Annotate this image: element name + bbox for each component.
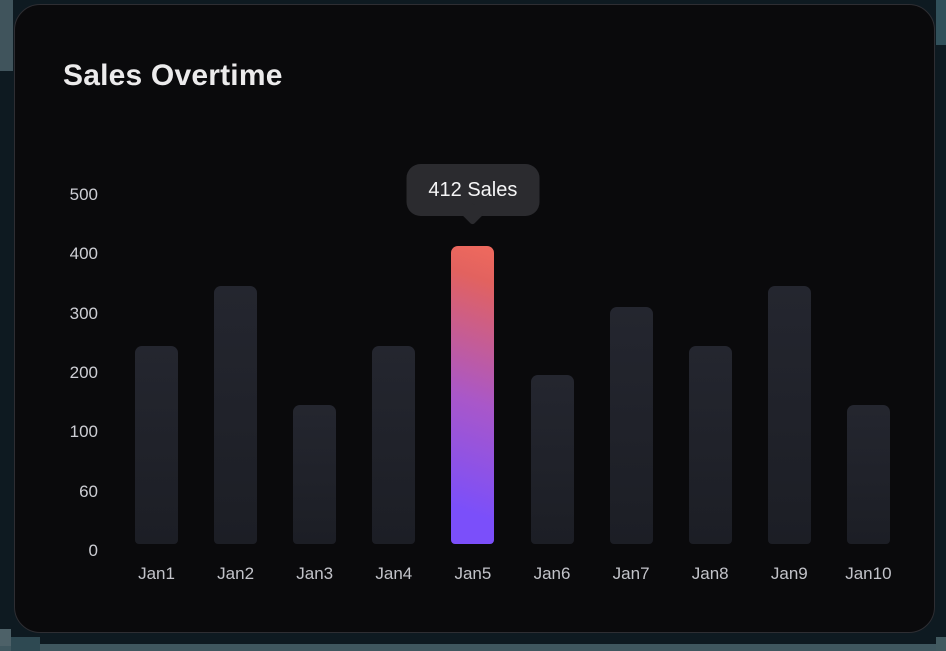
y-axis-tick-label: 0	[88, 540, 98, 560]
y-axis-tick-label: 60	[79, 481, 98, 501]
bg-accent-bottom-left-outer	[0, 629, 11, 646]
x-axis-label-jan7: Jan7	[612, 564, 650, 583]
bg-accent-top-right	[936, 0, 946, 45]
x-axis-label-jan5: Jan5	[454, 564, 492, 583]
tooltip-arrow-icon	[461, 202, 485, 226]
bar-jan6[interactable]	[530, 375, 574, 544]
tooltip: 412 Sales	[406, 164, 540, 226]
x-axis-label-jan10: Jan10	[845, 564, 892, 583]
x-axis-label-jan2: Jan2	[217, 564, 255, 583]
x-axis-label-jan1: Jan1	[138, 564, 175, 583]
bar-jan2[interactable]	[214, 286, 258, 544]
y-axis-tick-label: 400	[69, 244, 98, 264]
bar-jan10[interactable]	[846, 405, 890, 544]
x-axis-label-jan9: Jan9	[770, 564, 808, 583]
bar-jan7[interactable]	[609, 307, 653, 544]
x-axis-label-jan6: Jan6	[533, 564, 571, 583]
y-axis-tick-label: 200	[69, 362, 98, 382]
tooltip-label: 412 Sales	[428, 179, 518, 201]
x-axis-label-jan4: Jan4	[375, 564, 413, 583]
chart-title: Sales Overtime	[63, 59, 283, 92]
bg-accent-bottom-strip	[0, 644, 946, 651]
bg-accent-bottom-right	[936, 637, 946, 651]
bg-accent-top-left	[0, 0, 13, 71]
bar-jan8[interactable]	[688, 346, 732, 544]
bg-accent-bottom-left-inner	[11, 637, 40, 651]
x-axis-label-jan8: Jan8	[691, 564, 729, 583]
bar-jan9[interactable]	[767, 286, 811, 544]
y-axis-tick-label: 500	[69, 185, 98, 204]
bar-jan4[interactable]	[372, 346, 416, 544]
y-axis-tick-label: 300	[69, 303, 98, 323]
x-axis-label-jan3: Jan3	[296, 564, 334, 583]
bar-jan5[interactable]	[451, 246, 495, 544]
bar-jan1[interactable]	[135, 346, 178, 544]
sales-chart-card: Sales Overtime 500 400 300 200 100 60 0 Jan1 Jan…	[14, 4, 935, 633]
bar-jan3[interactable]	[293, 405, 337, 544]
y-axis-tick-label: 100	[69, 422, 98, 442]
